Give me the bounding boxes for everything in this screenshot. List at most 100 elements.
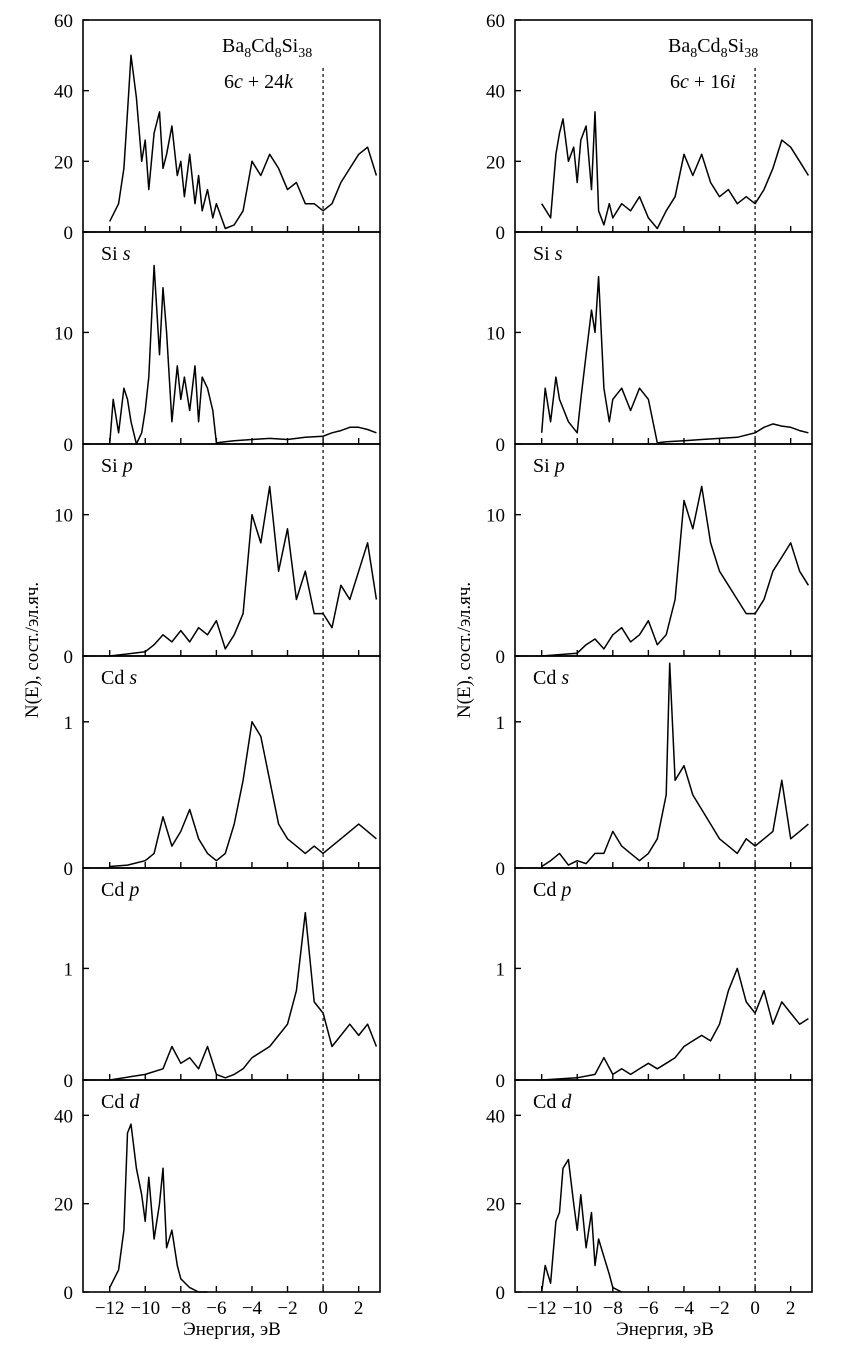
right-site-part-2: + 16 bbox=[689, 71, 730, 93]
right-y-axis-title: N(E), сост./эл.яч. bbox=[454, 582, 475, 718]
left-panel-3-ytick-label-1: 1 bbox=[64, 713, 74, 734]
left-panel-1-ytick-label-1: 10 bbox=[54, 323, 73, 344]
left-xtick-label-2: −8 bbox=[171, 1298, 191, 1319]
left-compound-part-1: 8 bbox=[244, 46, 251, 61]
right-panel-1-label-orbital: s bbox=[555, 243, 563, 265]
right-panel-1: 0 10 Si s bbox=[486, 231, 813, 456]
right-panel-1-label-element: Si bbox=[533, 243, 555, 265]
right-panel-5-ytick-label-1: 20 bbox=[486, 1195, 505, 1216]
left-panel-5-dos-curve bbox=[109, 1123, 208, 1293]
right-panel-4-label-element: Cd bbox=[533, 879, 561, 901]
left-panel-4: 0 1 Cd p bbox=[64, 867, 381, 1092]
left-panel-4-ytick-label-0: 0 bbox=[64, 1071, 74, 1092]
right-site-part-1: c bbox=[680, 71, 689, 93]
left-panel-5-label: Cd d bbox=[101, 1091, 140, 1113]
right-site-part-0: 6 bbox=[670, 71, 680, 93]
left-panel-5-label-element: Cd bbox=[101, 1091, 129, 1113]
left-site-label: 6c + 24k bbox=[224, 71, 294, 93]
right-xtick-label-0: −12 bbox=[527, 1298, 557, 1319]
left-panel-0: 0 20 40 60 bbox=[54, 11, 381, 244]
right-xtick-label-3: −6 bbox=[638, 1298, 658, 1319]
left-panel-5-ytick-label-2: 40 bbox=[54, 1106, 73, 1127]
left-xtick-label-3: −6 bbox=[206, 1298, 226, 1319]
right-panel-3-label-element: Cd bbox=[533, 667, 561, 689]
right-panel-2-ytick-label-0: 0 bbox=[496, 647, 506, 668]
right-panel-5-label-element: Cd bbox=[533, 1091, 561, 1113]
right-xtick-label-5: −2 bbox=[709, 1298, 729, 1319]
right-compound-part-2: Cd bbox=[697, 35, 720, 57]
right-panel-3: 0 1 Cd s bbox=[496, 655, 813, 880]
left-compound-part-5: 38 bbox=[298, 46, 312, 61]
right-panel-3-dos-curve bbox=[541, 662, 809, 868]
left-panel-2-label-orbital: p bbox=[121, 455, 133, 477]
left-panel-0-ytick-label-0: 0 bbox=[64, 223, 74, 244]
left-xtick-label-5: −2 bbox=[277, 1298, 297, 1319]
right-xtick-label-4: −4 bbox=[674, 1298, 695, 1319]
right-panel-1-dos-curve bbox=[540, 275, 809, 444]
right-site-label: 6c + 16i bbox=[670, 71, 736, 93]
right-panel-4-dos-curve bbox=[541, 967, 809, 1081]
left-panel-2-dos-curve bbox=[109, 485, 378, 657]
left-panel-0-ytick-label-2: 40 bbox=[54, 82, 73, 103]
left-panel-4-label: Cd p bbox=[101, 879, 139, 901]
left-compound-part-4: Si bbox=[282, 35, 299, 57]
right-panel-5-dos-curve bbox=[540, 1158, 623, 1293]
left-site-part-0: 6 bbox=[224, 71, 234, 93]
right-panel-5-label-orbital: d bbox=[561, 1091, 572, 1113]
right-panel-1-ytick-label-1: 10 bbox=[486, 323, 505, 344]
left-compound-part-3: 8 bbox=[275, 46, 282, 61]
right-panel-0-ytick-label-3: 60 bbox=[486, 11, 505, 32]
left-panel-2: 0 10 Si p bbox=[54, 443, 381, 668]
left-panel-3-label-element: Cd bbox=[101, 667, 129, 689]
left-panel-5-label-orbital: d bbox=[129, 1091, 140, 1113]
right-panel-4-label: Cd p bbox=[533, 879, 571, 901]
left-panel-2-label: Si p bbox=[101, 455, 133, 477]
left-xtick-label-7: 2 bbox=[354, 1298, 364, 1319]
left-panel-2-label-element: Si bbox=[101, 455, 123, 477]
right-panel-0-ytick-label-0: 0 bbox=[496, 223, 506, 244]
left-site-part-2: + 24 bbox=[243, 71, 284, 93]
left-panel-4-dos-curve bbox=[109, 911, 378, 1081]
right-panel-3-ytick-label-1: 1 bbox=[496, 713, 506, 734]
left-compound-part-2: Cd bbox=[251, 35, 274, 57]
left-y-axis-title: N(E), сост./эл.яч. bbox=[22, 582, 43, 718]
right-panel-0-ytick-label-1: 20 bbox=[486, 152, 505, 173]
right-compound-part-0: Ba bbox=[668, 35, 690, 57]
left-panel-3-label: Cd s bbox=[101, 667, 137, 689]
left-panel-4-label-element: Cd bbox=[101, 879, 129, 901]
right-panel-4: 0 1 Cd p bbox=[496, 867, 813, 1092]
left-panel-3-label-orbital: s bbox=[129, 667, 137, 689]
left-panel-0-dos-curve bbox=[109, 54, 378, 230]
right-xtick-label-2: −8 bbox=[603, 1298, 623, 1319]
left-panel-2-ytick-label-1: 10 bbox=[54, 506, 73, 527]
right-panel-4-label-orbital: p bbox=[559, 879, 571, 901]
left-panel-4-label-orbital: p bbox=[127, 879, 139, 901]
right-panel-0-ytick-label-2: 40 bbox=[486, 82, 505, 103]
right-compound-part-4: Si bbox=[728, 35, 745, 57]
left-panel-5-frame bbox=[82, 1079, 381, 1293]
right-panel-3-label-orbital: s bbox=[561, 667, 569, 689]
left-panel-5-ytick-label-0: 0 bbox=[64, 1283, 74, 1304]
right-compound-title: Ba8Cd8Si38 bbox=[668, 35, 758, 61]
left-xtick-label-1: −10 bbox=[130, 1298, 160, 1319]
right-x-axis-title: Энергия, эВ bbox=[616, 1319, 714, 1340]
left-panel-3-dos-curve bbox=[109, 721, 377, 868]
right-panel-2: 0 10 Si p bbox=[486, 443, 813, 668]
left-xtick-label-4: −4 bbox=[242, 1298, 263, 1319]
right-panel-2-dos-curve bbox=[541, 485, 810, 657]
left-panel-1-ytick-label-0: 0 bbox=[64, 435, 74, 456]
right-panel-3-ytick-label-0: 0 bbox=[496, 859, 506, 880]
left-panel-2-ytick-label-0: 0 bbox=[64, 647, 74, 668]
left-panel-3-ytick-label-0: 0 bbox=[64, 859, 74, 880]
left-panel-1-label: Si s bbox=[101, 243, 131, 265]
right-panel-0-dos-curve bbox=[541, 111, 810, 230]
right-xtick-label-1: −10 bbox=[562, 1298, 592, 1319]
right-panel-5-label: Cd d bbox=[533, 1091, 572, 1113]
left-compound-part-0: Ba bbox=[222, 35, 244, 57]
right-panel-1-label: Si s bbox=[533, 243, 563, 265]
right-compound-part-3: 8 bbox=[721, 46, 728, 61]
right-compound-part-1: 8 bbox=[690, 46, 697, 61]
right-panel-4-ytick-label-0: 0 bbox=[496, 1071, 506, 1092]
